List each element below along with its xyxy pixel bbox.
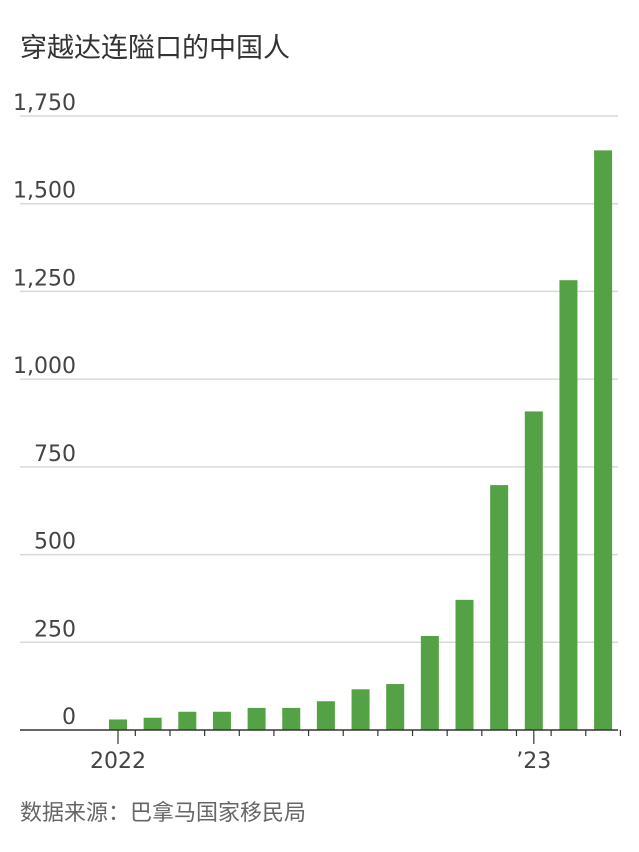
- y-tick-label: 1,000: [13, 354, 76, 379]
- bar: [316, 701, 335, 730]
- bar: [143, 717, 162, 730]
- y-tick-label: 750: [34, 442, 76, 467]
- bar: [351, 689, 370, 730]
- bars: [109, 150, 613, 730]
- y-axis-tick-labels: 0 250 500 750 1,000 1,250 1,500 1,750: [13, 91, 76, 730]
- chart-title: 穿越达连隘口的中国人: [20, 33, 290, 64]
- gridlines: [20, 115, 618, 644]
- x-tick-label: 2022: [90, 749, 146, 774]
- bar: [109, 719, 127, 730]
- bar: [212, 711, 231, 730]
- x-axis: [20, 729, 622, 744]
- y-tick-label: 0: [62, 705, 76, 730]
- y-tick-label: 500: [34, 530, 76, 555]
- bar: [386, 684, 405, 730]
- bar: [420, 635, 439, 730]
- y-tick-label: 1,250: [13, 266, 76, 291]
- source-note: 数据来源：巴拿马国家移民局: [20, 801, 307, 826]
- bar: [594, 150, 613, 730]
- bar: [490, 485, 509, 730]
- bar: [455, 599, 474, 730]
- bar: [559, 280, 578, 730]
- x-axis-tick-labels: 2022 ’23: [90, 749, 551, 774]
- bar: [282, 707, 301, 730]
- y-tick-label: 250: [34, 617, 76, 642]
- bar: [247, 707, 266, 730]
- bar: [178, 711, 197, 730]
- y-tick-label: 1,750: [13, 91, 76, 116]
- bar: [524, 411, 543, 730]
- x-tick-label: ’23: [516, 749, 551, 774]
- y-tick-label: 1,500: [13, 179, 76, 204]
